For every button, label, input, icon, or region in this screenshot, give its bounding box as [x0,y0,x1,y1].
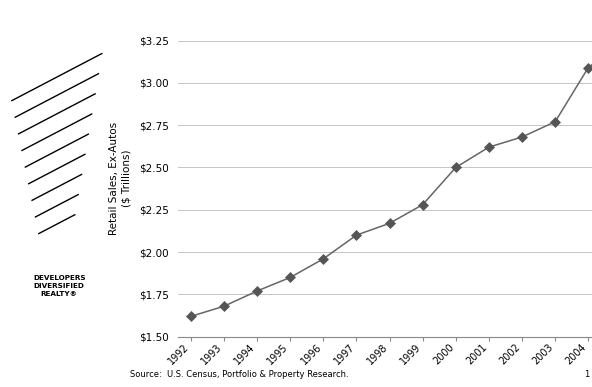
Text: Source:  U.S. Census, Portfolio & Property Research.: Source: U.S. Census, Portfolio & Propert… [130,370,349,379]
Text: 1: 1 [584,370,589,379]
Text: DEVELOPERS
DIVERSIFIED
REALTY®: DEVELOPERS DIVERSIFIED REALTY® [33,276,85,297]
Y-axis label: Retail Sales, Ex-Autos
($ Trillions): Retail Sales, Ex-Autos ($ Trillions) [108,122,132,235]
